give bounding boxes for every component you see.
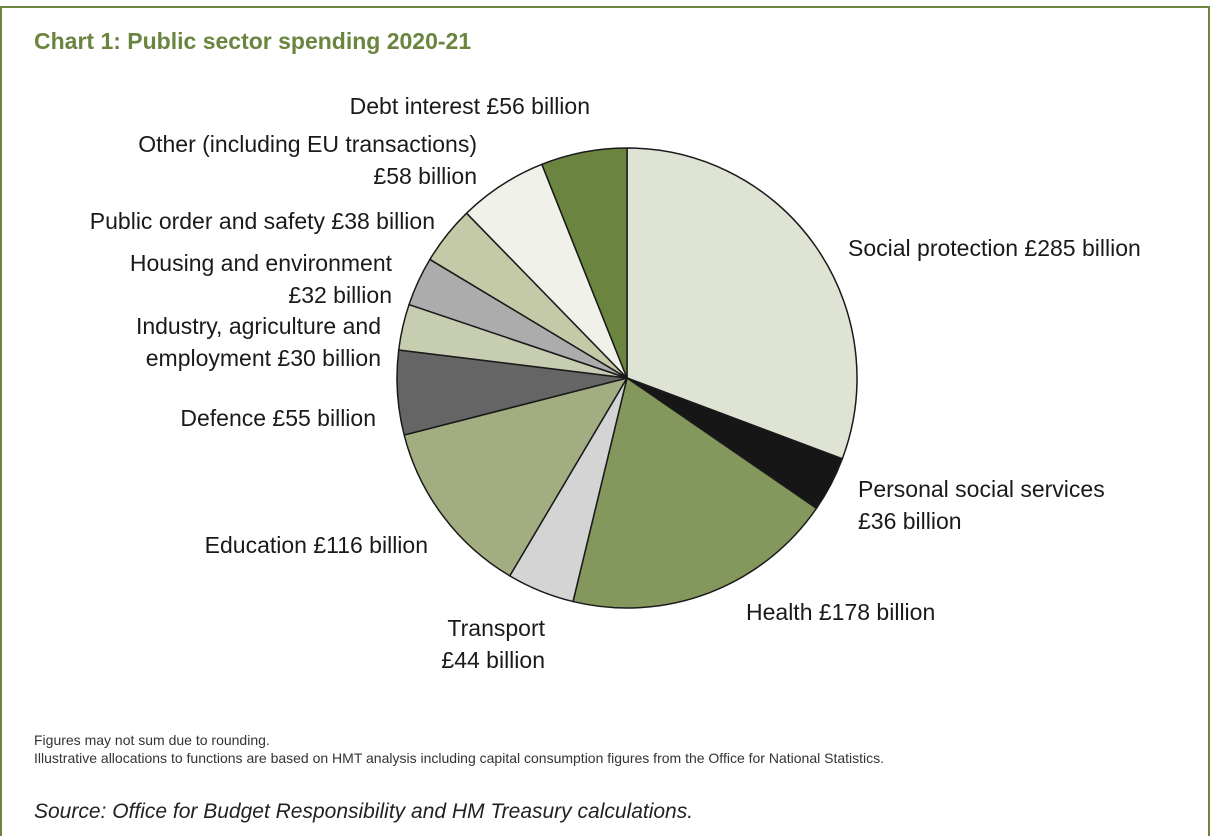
slice-label-line: employment £30 billion: [146, 345, 381, 371]
slice-label-line: £58 billion: [373, 163, 477, 189]
slice-label-line: £44 billion: [441, 647, 545, 673]
slice-label-line: Transport: [447, 615, 545, 641]
chart-frame: [0, 6, 1210, 836]
pie-labels: Social protection £285 billion Personal s…: [90, 93, 1141, 673]
slice-label-line: Defence £55 billion: [180, 405, 376, 431]
slice-label-line: £36 billion: [858, 508, 962, 534]
slice-label-line: Debt interest £56 billion: [350, 93, 590, 119]
slice-label-line: Housing and environment: [130, 250, 393, 276]
slice-label-housing-and-environment: Housing and environment £32 billion: [130, 250, 393, 308]
slice-label-other-including-eu-transactions: Other (including EU transactions) £58 bil…: [138, 131, 477, 189]
pie-slices: [396, 147, 858, 609]
slice-label-public-order-and-safety: Public order and safety £38 billion: [90, 208, 435, 234]
pie-slice-social-protection: [626, 147, 858, 460]
slice-label-line: Industry, agriculture and: [136, 313, 381, 339]
slice-label-health: Health £178 billion: [746, 599, 935, 625]
slice-label-line: Health £178 billion: [746, 599, 935, 625]
source-note: Source: Office for Budget Responsibility…: [34, 800, 694, 823]
slice-label-line: Public order and safety £38 billion: [90, 208, 435, 234]
slice-label-transport: Transport £44 billion: [441, 615, 545, 673]
slice-label-defence: Defence £55 billion: [180, 405, 376, 431]
slice-label-line: Other (including EU transactions): [138, 131, 477, 157]
slice-label-debt-interest: Debt interest £56 billion: [350, 93, 590, 119]
slice-label-social-protection: Social protection £285 billion: [848, 235, 1141, 261]
slice-label-line: Education £116 billion: [205, 532, 428, 558]
slice-label-personal-social-services: Personal social services £36 billion: [858, 476, 1105, 534]
rounding-note: Figures may not sum due to rounding.: [34, 732, 270, 748]
slice-label-industry-agriculture-and-employment: Industry, agriculture and employment £30 …: [136, 313, 381, 371]
pie-slice-debt-interest: [541, 147, 628, 379]
allocation-note: Illustrative allocations to functions ar…: [34, 750, 885, 766]
slice-label-line: Personal social services: [858, 476, 1105, 502]
chart-title: Chart 1: Public sector spending 2020-21: [34, 28, 472, 54]
pie-slice-health: [572, 377, 818, 609]
slice-label-education: Education £116 billion: [205, 532, 428, 558]
slice-label-line: £32 billion: [288, 282, 392, 308]
pie-slice-education: [403, 377, 628, 577]
slice-label-line: Social protection £285 billion: [848, 235, 1141, 261]
